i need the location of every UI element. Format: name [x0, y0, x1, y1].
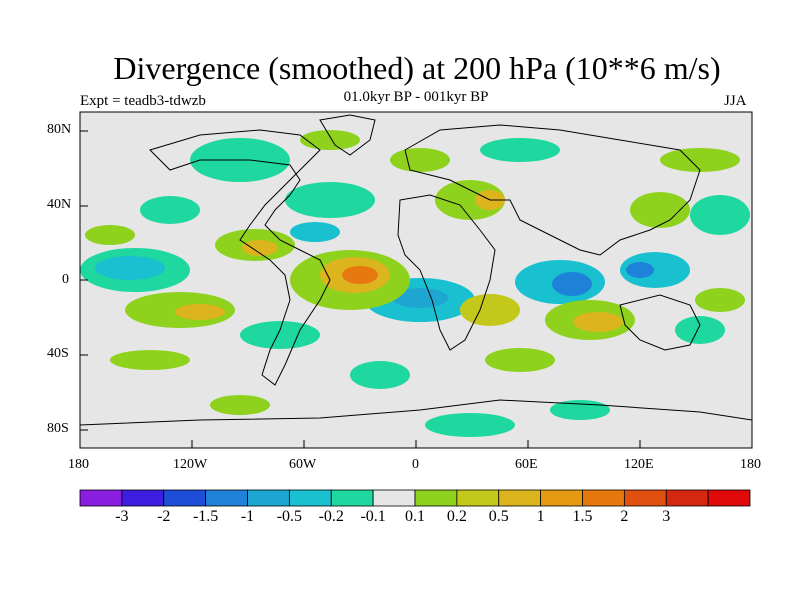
- subtitle: 01.0kyr BP - 001kyr BP: [343, 89, 489, 105]
- africa-coastline: [397, 194, 496, 351]
- coastlines: [80, 114, 752, 426]
- colorbar-swatch: [665, 489, 709, 507]
- lon-label-0: 0: [412, 457, 419, 472]
- colorbar-swatch: [582, 489, 625, 507]
- colorbar-swatch: [205, 489, 248, 507]
- colorbar-label: -1: [240, 508, 255, 525]
- lon-label-60e: 60E: [515, 457, 538, 472]
- colorbar-label: -0.2: [318, 508, 344, 525]
- lat-label-40n: 40N: [47, 197, 72, 212]
- axis-ticks: [80, 130, 641, 448]
- colorbar-label: 2: [620, 508, 629, 525]
- colorbar-label: 1.5: [572, 508, 593, 525]
- colorbar-swatch: [372, 489, 416, 507]
- season-label: JJA: [724, 93, 747, 109]
- colorbar-swatch: [707, 489, 751, 507]
- chart-title: Divergence (smoothed) at 200 hPa (10**6 …: [113, 50, 721, 86]
- colorbar-swatch: [163, 489, 207, 507]
- eurasia-coastline: [404, 124, 701, 256]
- colorbar-swatch: [623, 489, 667, 507]
- colorbar-swatch: [288, 489, 332, 507]
- divergence-field: [80, 114, 752, 437]
- colorbar-swatch: [498, 489, 542, 507]
- lon-label-180w: 180: [68, 457, 89, 472]
- colorbar: [79, 489, 751, 507]
- colorbar-label: 0.1: [405, 508, 425, 525]
- colorbar-label: -3: [115, 508, 129, 525]
- colorbar-swatch: [330, 489, 374, 507]
- colorbar-label: -0.5: [276, 508, 303, 525]
- colorbar-label: 3: [662, 508, 671, 525]
- lon-label-120w: 120W: [173, 457, 208, 472]
- greenland-coastline: [319, 114, 376, 156]
- colorbar-swatch: [79, 489, 123, 507]
- colorbar-swatch: [540, 489, 583, 507]
- americas-coastline: [149, 129, 331, 386]
- lon-label-180e: 180: [740, 457, 761, 472]
- colorbar-label: 0.2: [446, 508, 467, 525]
- colorbar-label: 0.5: [488, 508, 509, 525]
- australia-coastline: [619, 294, 701, 351]
- lat-label-40s: 40S: [47, 346, 69, 361]
- colorbar-swatch: [456, 489, 500, 507]
- colorbar-label: -0.1: [360, 508, 386, 525]
- lat-label-80n: 80N: [47, 122, 72, 137]
- colorbar-swatch: [121, 489, 165, 507]
- divergence-regions: [85, 130, 745, 415]
- lon-label-120e: 120E: [624, 457, 654, 472]
- antarctica-coastline: [80, 399, 752, 426]
- experiment-label: Expt = teadb3-tdwzb: [80, 93, 206, 109]
- colorbar-label: -1.5: [192, 508, 219, 525]
- colorbar-label: -2: [157, 508, 171, 525]
- colorbar-swatch: [414, 489, 458, 507]
- colorbar-label: 1: [536, 508, 545, 525]
- lon-label-60w: 60W: [289, 457, 317, 472]
- convergence-regions: [80, 138, 750, 437]
- lat-label-80s: 80S: [47, 421, 69, 436]
- lat-label-0: 0: [62, 272, 69, 287]
- colorbar-swatch: [247, 489, 290, 507]
